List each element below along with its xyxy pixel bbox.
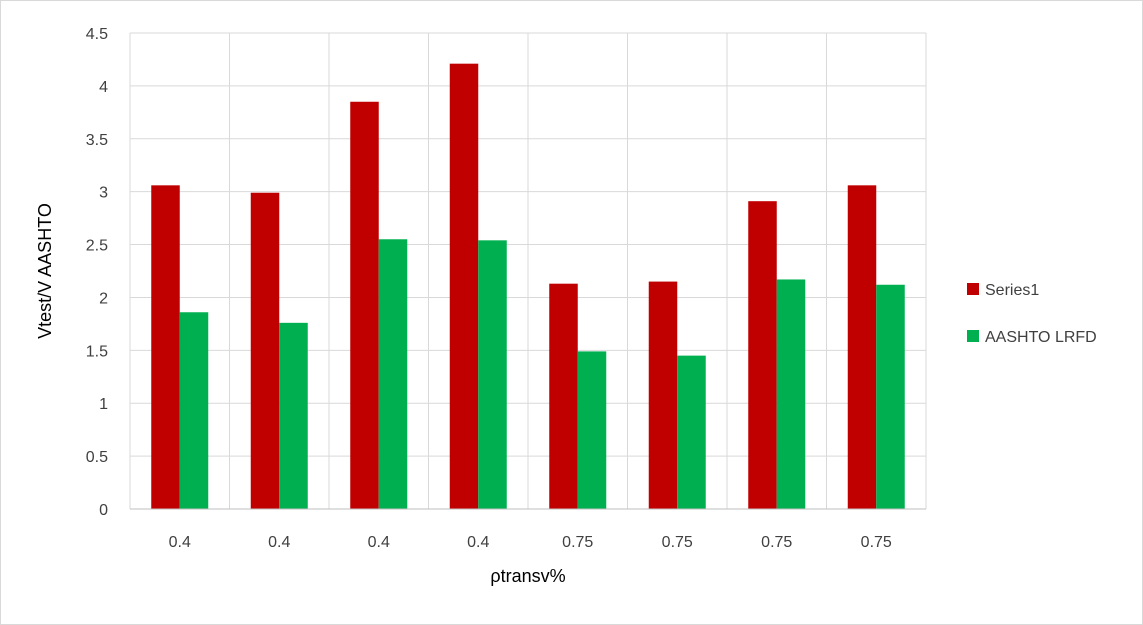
legend-label: AASHTO LRFD <box>985 329 1097 346</box>
bar-series1 <box>151 185 180 509</box>
bar-series1 <box>847 185 877 509</box>
y-tick-label: 4.5 <box>86 26 108 43</box>
y-tick-label: 1.5 <box>86 343 108 360</box>
bar-aashto-lrfd <box>279 322 308 509</box>
bar-series1 <box>648 281 678 509</box>
y-tick-label: 2.5 <box>86 238 108 255</box>
x-tick-label: 0.75 <box>861 534 892 551</box>
legend-swatch <box>967 330 979 342</box>
bar-aashto-lrfd <box>378 239 408 509</box>
y-axis-title: Vtest/V AASHTO <box>35 203 55 339</box>
bar-aashto-lrfd <box>577 351 607 509</box>
bars <box>151 63 905 510</box>
axes: 0 0.5 1 1.5 2 2.5 3 3.5 4 4.5 0.4 0.4 0.4 0.4 0.75 0.75… <box>86 26 926 551</box>
x-tick-label: 0.4 <box>368 534 390 551</box>
bar-aashto-lrfd <box>776 279 806 509</box>
y-tick-label: 2 <box>99 290 108 307</box>
bar-aashto-lrfd <box>179 312 209 509</box>
y-tick-label: 3.5 <box>86 132 108 149</box>
bar-series1 <box>250 192 280 510</box>
x-tick-label: 0.75 <box>662 534 693 551</box>
bar-series1 <box>449 63 479 509</box>
bar-aashto-lrfd <box>677 355 706 509</box>
x-tick-label: 0.75 <box>562 534 593 551</box>
gridlines <box>129 32 927 509</box>
legend-label: Series1 <box>985 282 1039 299</box>
y-tick-label: 1 <box>99 396 108 413</box>
bar-series1 <box>350 101 379 509</box>
legend-swatch <box>967 283 979 295</box>
bar-series1 <box>549 283 578 509</box>
x-tick-label: 0.4 <box>268 534 290 551</box>
y-tick-label: 3 <box>99 185 108 202</box>
bar-aashto-lrfd <box>478 240 507 509</box>
legend: Series1 AASHTO LRFD <box>967 282 1097 346</box>
y-tick-label: 0 <box>99 502 108 519</box>
y-tick-label: 0.5 <box>86 449 108 466</box>
bar-aashto-lrfd <box>876 284 905 509</box>
y-tick-label: 4 <box>99 79 108 96</box>
x-tick-label: 0.75 <box>761 534 792 551</box>
x-tick-label: 0.4 <box>467 534 489 551</box>
bar-series1 <box>748 201 777 510</box>
x-tick-label: 0.4 <box>169 534 191 551</box>
x-axis-title: ρtransv% <box>490 566 565 586</box>
